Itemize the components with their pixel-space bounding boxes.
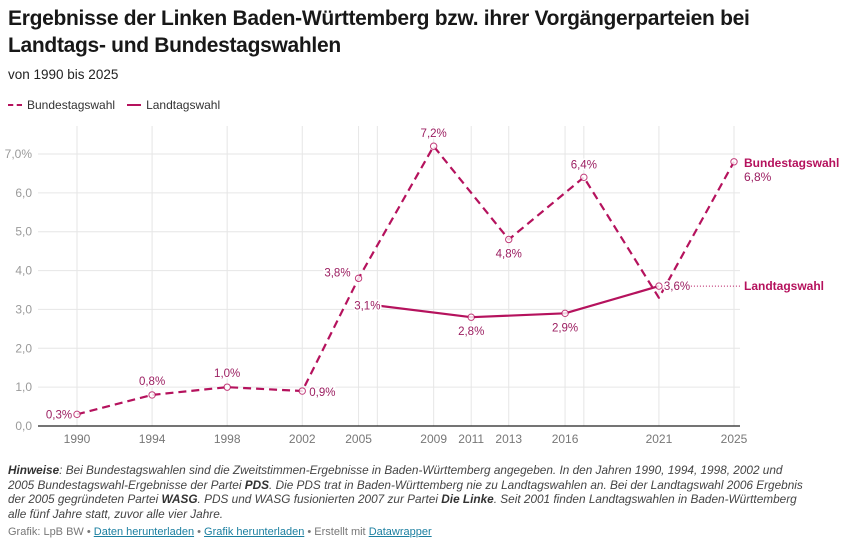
series-end-label-bundestagswahl: Bundestagswahl [744, 156, 839, 170]
download-chart-link[interactable]: Grafik herunterladen [204, 526, 305, 538]
download-data-link[interactable]: Daten herunterladen [93, 526, 195, 538]
grid [38, 126, 740, 427]
notes-emphasis: Die Linke [441, 492, 494, 506]
notes-text: : Bei Bundestagswahlen sind die Zweitsti… [8, 463, 783, 492]
data-label: 0,8% [139, 376, 165, 388]
x-tick-label: 1994 [139, 432, 166, 446]
data-point-marker [298, 387, 306, 395]
x-axis-ticks: 1990 1994 1998 2002 2005 2009 2011 2013 2016 2021… [64, 432, 748, 446]
separator: • [304, 526, 315, 538]
notes-text: . Die PDS trat in Baden-Württemberg nie … [8, 477, 803, 507]
y-tick-label: 6,0 [15, 186, 32, 200]
separator: • [194, 526, 205, 538]
y-tick-label: 1,0 [15, 380, 32, 394]
x-tick-label: 2011 [458, 432, 484, 446]
chart-notes: Hinweise: Bei Bundestagswahlen sind die … [8, 463, 808, 521]
legend-item-bundestagswahl: Bundestagswahl [8, 98, 115, 112]
data-label: 2,9% [552, 322, 578, 334]
notes-emphasis: WASG [161, 492, 198, 506]
data-point-marker [429, 142, 438, 150]
data-point-marker [467, 313, 475, 321]
data-label: 4,8% [496, 248, 522, 260]
line-chart: 0,0 1,0 2,0 3,0 4,0 5,0 6,0 7,0% 1990 1994 1998 20… [5, 126, 839, 446]
y-tick-label: 5,0 [15, 225, 32, 239]
notes-body: : Bei Bundestagswahlen sind die Zweitsti… [8, 463, 803, 521]
y-tick-label: 4,0 [15, 264, 32, 278]
chart-title: Ergebnisse der Linken Baden-Württemberg … [8, 7, 750, 57]
x-tick-label: 2002 [289, 432, 316, 446]
series-lines [73, 142, 738, 419]
legend-item-landtagswahl: Landtagswahl [127, 98, 220, 112]
x-tick-label: 1998 [214, 432, 241, 446]
x-tick-label: 2009 [420, 432, 447, 446]
data-label: 1,0% [214, 368, 240, 380]
y-axis-ticks: 0,0 1,0 2,0 3,0 4,0 5,0 6,0 7,0% [5, 147, 33, 433]
source-credit: Grafik: LpB BW [8, 526, 84, 538]
data-labels: 0,3% 0,8% 1,0% 0,9% 3,8% 7,2% 4,8% 6,4% 3,1% 2,8%… [44, 127, 839, 423]
series-line-landtagswahl [377, 285, 660, 319]
data-label: 2,8% [458, 326, 484, 338]
data-label: 0,3% [46, 409, 72, 421]
data-point-marker [354, 274, 363, 283]
data-point-marker [561, 309, 569, 318]
x-tick-label: 2005 [345, 432, 372, 446]
y-tick-label: 2,0 [15, 341, 32, 355]
y-tick-label: 0,0 [15, 419, 32, 433]
y-tick-label: 7,0% [5, 147, 33, 161]
created-with-text: Erstellt mit [314, 526, 366, 538]
data-point-marker [655, 282, 663, 290]
x-tick-label: 2021 [646, 432, 673, 446]
data-point-marker [730, 158, 738, 166]
dashed-line-swatch-icon [8, 104, 22, 106]
separator: • [83, 526, 94, 538]
datawrapper-link[interactable]: Datawrapper [368, 526, 432, 538]
data-point-marker [580, 173, 588, 182]
data-point-marker [73, 410, 81, 419]
data-label: 3,8% [324, 267, 350, 279]
notes-text: . Seit 2001 finden Landtagswahlen in Bad… [8, 492, 797, 521]
notes-emphasis: PDS [244, 477, 270, 492]
series-end-label-landtagswahl: Landtagswahl [744, 279, 824, 293]
data-point-marker [148, 391, 156, 399]
data-label: 0,9% [309, 387, 335, 399]
legend-label: Landtagswahl [146, 98, 221, 112]
data-label: 3,6% [664, 281, 690, 293]
legend-label: Bundestagswahl [27, 98, 116, 112]
data-label: 6,4% [571, 159, 597, 171]
x-tick-label: 2013 [495, 432, 522, 446]
series-line-bundestagswahl [76, 145, 735, 416]
data-point-marker [505, 235, 513, 244]
x-tick-label: 2025 [721, 432, 748, 446]
data-label: 3,1% [354, 301, 380, 313]
series-end-value-bundestagswahl: 6,8% [744, 170, 772, 184]
notes-text: . PDS und WASG fusionierten 2007 zur Par… [197, 492, 442, 506]
chart-subtitle: von 1990 bis 2025 [8, 67, 119, 82]
footer: Grafik: LpB BW • Daten herunterladen • G… [8, 526, 432, 538]
notes-lead: Hinweise [8, 463, 60, 477]
x-tick-label: 1990 [64, 432, 91, 446]
data-label: 7,2% [421, 128, 447, 140]
y-tick-label: 3,0 [15, 302, 32, 316]
solid-line-swatch-icon [127, 104, 142, 106]
data-point-marker [373, 301, 382, 310]
x-tick-label: 2016 [552, 432, 579, 446]
legend: Bundestagswahl Landtagswahl [8, 98, 220, 112]
data-point-marker [223, 383, 231, 391]
